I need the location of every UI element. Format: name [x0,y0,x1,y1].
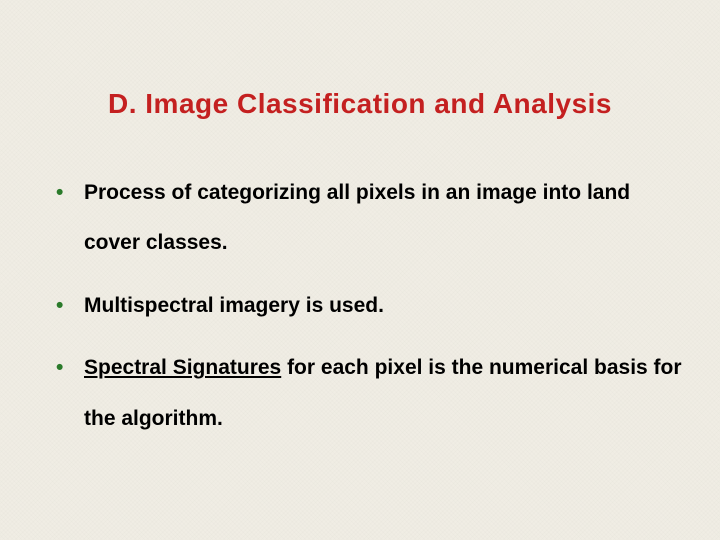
bullet-marker-icon: • [56,168,63,218]
bullet-text-segment: Multispectral imagery is used. [84,294,384,317]
bullet-list: • Process of categorizing all pixels in a… [30,168,690,444]
bullet-text-segment: Process of categorizing all pixels in an… [84,181,630,254]
bullet-text-segment: Spectral Signatures [84,356,281,379]
bullet-item: • Process of categorizing all pixels in a… [56,168,690,269]
bullet-item: • Multispectral imagery is used. [56,281,690,331]
bullet-marker-icon: • [56,281,63,331]
bullet-marker-icon: • [56,343,63,393]
slide-container: D. Image Classification and Analysis • Pr… [0,0,720,486]
bullet-item: •Spectral Signatures for each pixel is t… [56,343,690,444]
slide-title: D. Image Classification and Analysis [30,88,690,120]
